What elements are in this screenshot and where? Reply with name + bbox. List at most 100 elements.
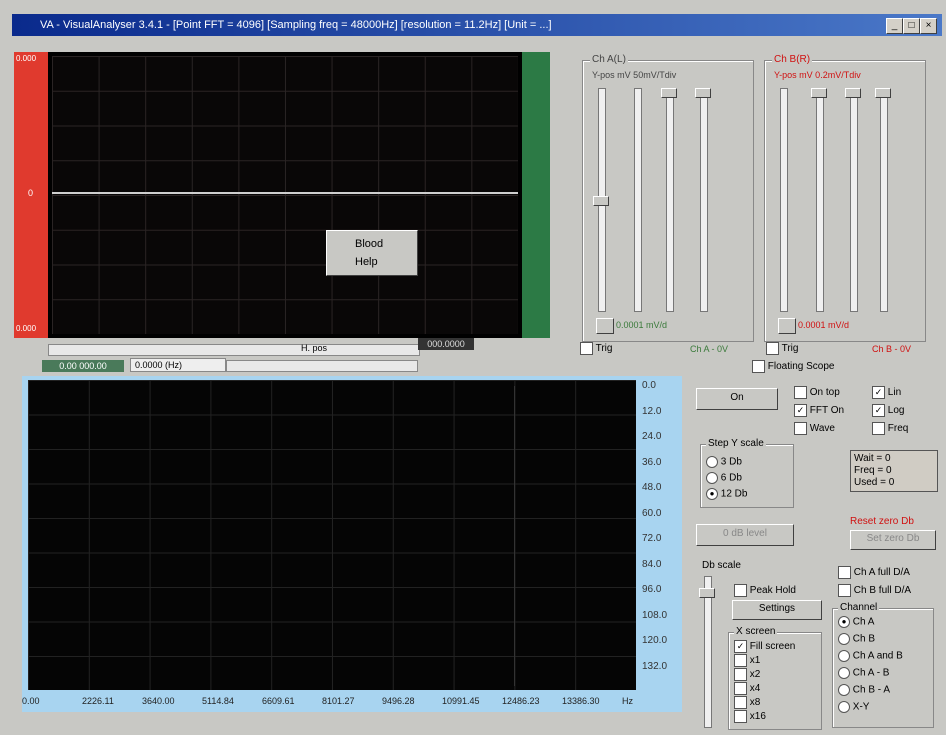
step-6db-label: 6 Db (720, 472, 742, 484)
channel-option-row[interactable]: Ch B - A (838, 684, 890, 696)
channel-a-trig-label: Trig (595, 343, 613, 355)
channel-b-gain-slider[interactable] (816, 88, 824, 312)
on-top-row[interactable]: On top (794, 386, 840, 399)
lin-label: Lin (887, 387, 902, 399)
channel-option-row[interactable]: Ch A and B (838, 650, 903, 662)
x-screen-label: Fill screen (749, 641, 796, 653)
channel-b-link-button[interactable] (778, 318, 796, 334)
fft-on-row[interactable]: ✓ FFT On (794, 404, 844, 417)
context-menu-item-help[interactable]: Help (355, 256, 378, 268)
channel-option-radio[interactable] (838, 684, 850, 696)
chb-full-row[interactable]: Ch B full D/A (838, 584, 911, 597)
channel-b-trig-checkbox[interactable] (766, 342, 779, 355)
channel-a-offset-thumb[interactable] (695, 88, 711, 98)
wave-checkbox[interactable] (794, 422, 807, 435)
step-6db-row[interactable]: 6 Db (706, 472, 742, 484)
channel-option-row[interactable]: Ch A - B (838, 667, 889, 679)
maximize-button[interactable]: □ (903, 18, 920, 34)
scope-plot-area[interactable] (52, 56, 518, 334)
channel-b-fine-thumb[interactable] (845, 88, 861, 98)
spectrum-plot-area[interactable] (28, 380, 636, 690)
channel-b-offset-thumb[interactable] (875, 88, 891, 98)
x-screen-checkbox[interactable] (734, 654, 747, 667)
close-button[interactable]: × (920, 18, 937, 34)
x-screen-checkbox[interactable] (734, 710, 747, 723)
channel-a-offset-slider[interactable] (700, 88, 708, 312)
minimize-button[interactable]: _ (886, 18, 903, 34)
channel-a-trig-row[interactable]: Trig (580, 342, 612, 355)
step-12db-row[interactable]: ● 12 Db (706, 488, 747, 500)
channel-b-offset-slider[interactable] (880, 88, 888, 312)
floating-scope-row[interactable]: Floating Scope (752, 360, 835, 373)
channel-option-radio[interactable]: ● (838, 616, 850, 628)
cha-full-row[interactable]: Ch A full D/A (838, 566, 910, 579)
frequency-scrollbar[interactable] (226, 360, 418, 372)
x-screen-row[interactable]: ✓ Fill screen (734, 640, 795, 653)
x-screen-checkbox[interactable] (734, 696, 747, 709)
floating-scope-checkbox[interactable] (752, 360, 765, 373)
channel-b-offset-bar[interactable] (522, 52, 550, 338)
x-screen-row[interactable]: x8 (734, 696, 760, 709)
peak-hold-checkbox[interactable] (734, 584, 747, 597)
horizontal-position-scrollbar[interactable]: H. pos (48, 343, 420, 356)
channel-option-row[interactable]: ● Ch A (838, 616, 874, 628)
freq-checkbox[interactable] (872, 422, 885, 435)
log-row[interactable]: ✓ Log (872, 404, 904, 417)
channel-option-row[interactable]: Ch B (838, 633, 875, 645)
channel-option-radio[interactable] (838, 650, 850, 662)
step-3db-radio[interactable] (706, 456, 718, 468)
db-level-button[interactable]: 0 dB level (696, 524, 794, 546)
on-top-checkbox[interactable] (794, 386, 807, 399)
db-scale-slider[interactable] (704, 576, 712, 728)
channel-b-ypos-slider[interactable] (780, 88, 788, 312)
log-checkbox[interactable]: ✓ (872, 404, 885, 417)
x-screen-row[interactable]: x4 (734, 682, 760, 695)
spectrum-x-tick: 5114.84 (202, 696, 234, 706)
context-menu-item-blood[interactable]: Blood (355, 238, 384, 250)
channel-a-fine-slider[interactable] (666, 88, 674, 312)
channel-a-ypos-thumb[interactable] (593, 196, 609, 206)
x-screen-label: x16 (749, 711, 766, 723)
step-12db-radio[interactable]: ● (706, 488, 718, 500)
channel-option-row[interactable]: X-Y (838, 701, 869, 713)
x-screen-row[interactable]: x1 (734, 654, 760, 667)
channel-a-fine-thumb[interactable] (661, 88, 677, 98)
spectrum-y-tick: 132.0 (642, 660, 668, 672)
channel-option-radio[interactable] (838, 667, 850, 679)
channel-group-title: Channel (838, 602, 880, 613)
channel-option-radio[interactable] (838, 633, 850, 645)
lin-row[interactable]: ✓ Lin (872, 386, 901, 399)
db-scale-thumb[interactable] (699, 588, 715, 598)
channel-group (832, 608, 934, 728)
channel-b-gain-thumb[interactable] (811, 88, 827, 98)
freq-row[interactable]: Freq (872, 422, 908, 435)
x-screen-checkbox[interactable] (734, 682, 747, 695)
cha-full-checkbox[interactable] (838, 566, 851, 579)
step-3db-row[interactable]: 3 Db (706, 456, 742, 468)
spectrum-marker (514, 386, 515, 686)
channel-a-trig-checkbox[interactable] (580, 342, 593, 355)
set-zero-db-button[interactable]: Set zero Db (850, 530, 936, 550)
channel-option-radio[interactable] (838, 701, 850, 713)
on-button[interactable]: On (696, 388, 778, 410)
fft-on-checkbox[interactable]: ✓ (794, 404, 807, 417)
x-screen-row[interactable]: x2 (734, 668, 760, 681)
channel-b-trig-row[interactable]: Trig (766, 342, 798, 355)
channel-b-title: Ch B(R) (772, 54, 813, 65)
x-screen-checkbox[interactable]: ✓ (734, 640, 747, 653)
step-6db-radio[interactable] (706, 472, 718, 484)
info-wait: Wait = 0 (854, 453, 891, 464)
x-screen-checkbox[interactable] (734, 668, 747, 681)
x-screen-row[interactable]: x16 (734, 710, 766, 723)
channel-option-label: Ch A and B (852, 650, 903, 662)
channel-b-fine-slider[interactable] (850, 88, 858, 312)
channel-a-offset-bar[interactable]: 0.000 0 0.000 (14, 52, 48, 338)
chb-full-checkbox[interactable] (838, 584, 851, 597)
settings-button[interactable]: Settings (732, 600, 822, 620)
channel-a-gain-slider[interactable] (634, 88, 642, 312)
channel-a-link-button[interactable] (596, 318, 614, 334)
peak-hold-row[interactable]: Peak Hold (734, 584, 796, 597)
channel-option-label: Ch B - A (852, 684, 891, 696)
wave-row[interactable]: Wave (794, 422, 835, 435)
lin-checkbox[interactable]: ✓ (872, 386, 885, 399)
